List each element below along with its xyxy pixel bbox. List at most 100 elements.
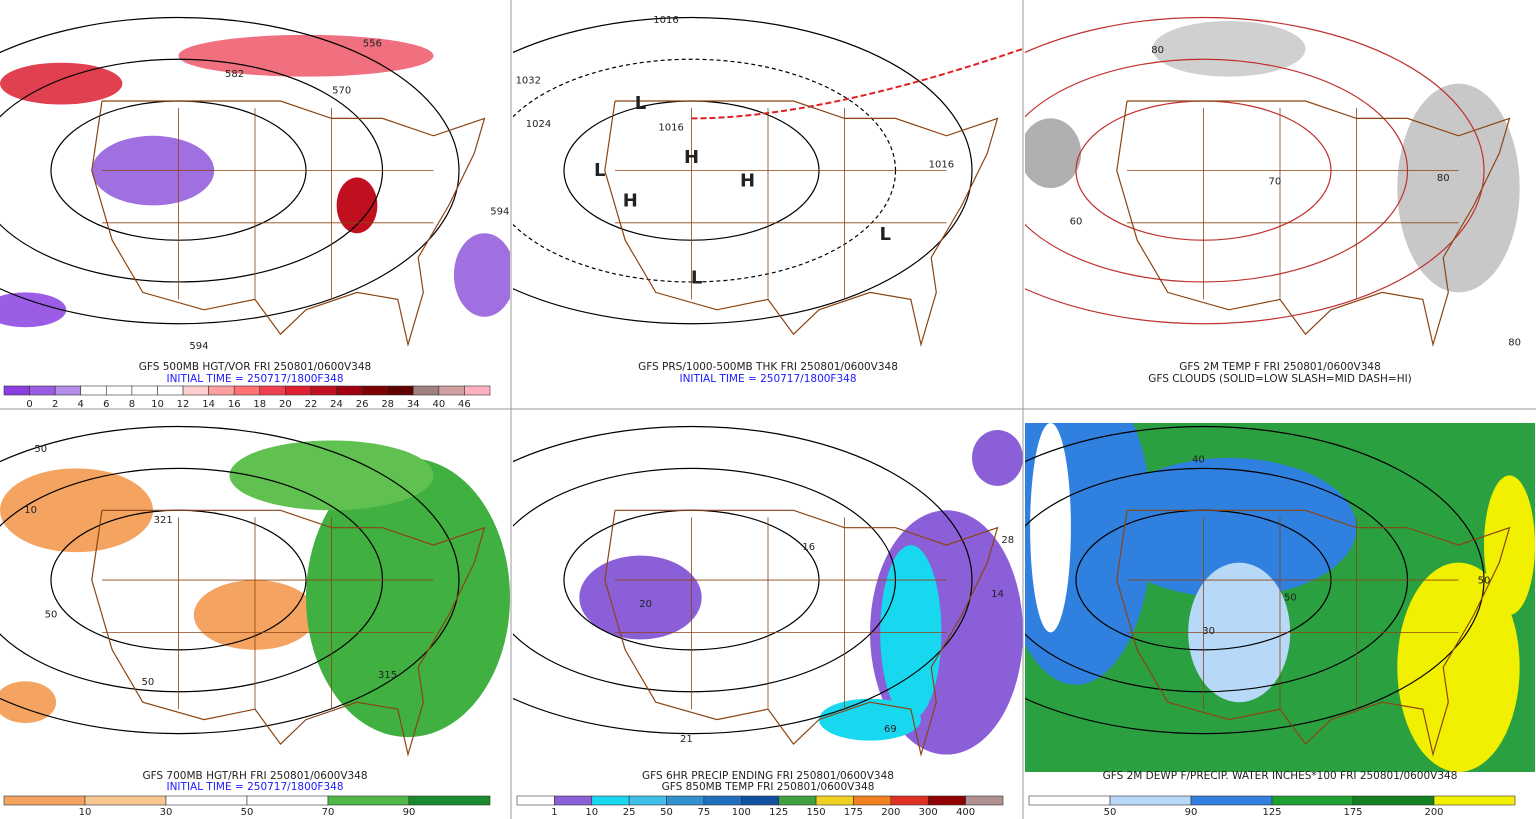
contour-label: 315 [378,670,397,681]
coastline [91,100,486,347]
colorbar-label: 4 [78,399,84,410]
colorbar-box [54,385,82,396]
colorbar-box [853,795,892,806]
colorbar-label: 24 [330,399,343,410]
contour-label: 30 [1202,626,1215,637]
map-panel: 20 16 21 14 28 69 [513,423,1023,772]
colorbar-label: 90 [1185,807,1198,818]
caption: GFS 2M TEMP F FRI 250801/0600V348 [1179,361,1381,373]
contour [1025,16,1485,325]
colorbar-box [336,385,363,396]
colorbar-label: 125 [769,807,788,818]
colorbar-label: 12 [177,399,190,410]
map-panel: 50 10 321 50 50 315 [0,423,510,772]
colorbar-label: 18 [253,399,266,410]
colorbar-box [965,795,1004,806]
colorbar-label: 50 [241,807,254,818]
colorbar-box [157,385,184,396]
colorbar-label: 10 [151,399,164,410]
colorbar-label: 1 [551,807,557,818]
contour-label: 80 [1508,338,1521,349]
colorbar-box [1271,795,1354,806]
colorbar-label: 90 [403,807,416,818]
caption: GFS PRS/1000-500MB THK FRI 250801/0600V3… [638,361,898,373]
contour-label: 50 [1478,576,1491,587]
colorbar-box [233,385,261,396]
shaded-region [0,62,123,105]
caption: GFS 850MB TEMP FRI 250801/0600V348 [662,781,875,793]
colorbar-box [1109,795,1192,806]
colorbar-box [438,385,465,396]
map-area: 20 16 21 14 28 69 [513,423,1023,772]
colorbar-label: 40 [432,399,445,410]
colorbar-label: 26 [356,399,369,410]
colorbar-label: 100 [732,807,751,818]
contour [0,16,460,325]
contour-label: H [684,147,699,168]
caption: GFS 700MB HGT/RH FRI 250801/0600V348 [142,770,367,782]
colorbar-box [285,385,312,396]
contour-label: 1016 [658,123,683,134]
map-area: 40 50 30 50 [1025,423,1535,772]
colorbar-label: 125 [1262,807,1281,818]
contour-label: L [594,160,605,181]
colorbar-label: 175 [1343,807,1362,818]
contour-label: 69 [884,724,897,735]
colorbar-box [408,795,491,806]
colorbar-box [554,795,593,806]
colorbar-box [387,385,414,396]
colorbar-box [3,795,86,806]
colorbar-label: 30 [160,807,173,818]
colorbar-box [815,795,854,806]
colorbar-label: 20 [279,399,292,410]
contour-label: 1016 [929,159,954,170]
contour-label: 1024 [526,119,551,130]
colorbar-box [84,795,167,806]
contour-label: 1016 [653,15,678,26]
contour-label: L [880,224,891,245]
colorbar-label: 0 [26,399,32,410]
front-line [691,47,1023,120]
contour-label: H [623,190,638,211]
contour-label: 50 [45,609,58,620]
colorbar-box [703,795,742,806]
shaded-region [819,698,921,741]
colorbar-label: 28 [381,399,394,410]
contour-label: 50 [34,444,47,455]
contour-label: 21 [680,734,693,745]
colorbar-box [208,385,235,396]
contour-label: 80 [1151,45,1164,56]
shaded-region [1030,423,1071,633]
colorbar-label: 200 [881,807,900,818]
colorbar-label: 150 [807,807,826,818]
colorbar-box [464,385,491,396]
caption: INITIAL TIME = 250717/1800F348 [166,373,343,385]
colorbar-label: 22 [305,399,318,410]
coastline [91,509,486,757]
contour-label: 594 [189,341,208,352]
contour [1025,425,1485,735]
contour-label: L [635,93,646,114]
contour-label: H [740,170,755,191]
shaded-region [1484,475,1535,615]
colorbar-box [516,795,555,806]
colorbar-box [1028,795,1111,806]
colorbar-label: 10 [585,807,598,818]
shaded-region [229,440,434,511]
map-area: 80 70 60 80 80 [1025,14,1535,362]
colorbar-box [327,795,410,806]
contour-label: 50 [1284,593,1297,604]
colorbar-box [778,795,817,806]
shaded-region [336,177,378,234]
contour-label: 556 [363,39,382,50]
contour [513,16,973,325]
caption: GFS 6HR PRECIP ENDING FRI 250801/0600V34… [642,770,894,782]
map-area: 556 582 570 594 594 [0,14,510,362]
colorbar-box [29,385,56,396]
coastline [604,509,999,757]
colorbar-label: 2 [52,399,58,410]
shaded-region [0,681,57,724]
